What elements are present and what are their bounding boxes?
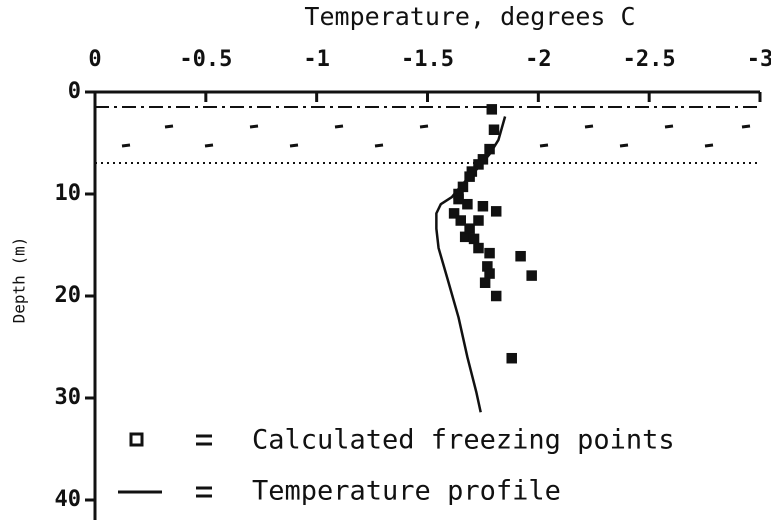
data-point — [448, 208, 460, 219]
data-point — [473, 215, 484, 226]
legend — [118, 432, 212, 498]
x-tick-label: 0 — [88, 47, 101, 72]
x-tick-label: -2 — [525, 47, 552, 72]
data-point — [484, 268, 495, 279]
data-point — [488, 124, 500, 135]
data-point — [455, 215, 466, 226]
data-point — [506, 352, 517, 364]
data-point — [490, 290, 502, 302]
x-tick-label: -3 — [747, 47, 771, 72]
ice-layer — [95, 106, 760, 164]
x-tick-label: -2.5 — [623, 47, 676, 72]
chart-title: Temperature, degrees C — [304, 2, 635, 31]
data-point — [484, 247, 495, 259]
data-point — [453, 193, 464, 205]
ice-hatch — [121, 124, 751, 148]
legend-marker — [129, 432, 144, 447]
data-point — [462, 198, 473, 210]
data-point — [479, 277, 491, 288]
x-tick-label: -1.5 — [401, 47, 454, 72]
data-point — [526, 270, 537, 281]
y-tick-label: 0 — [68, 79, 81, 104]
data-point — [486, 104, 498, 115]
y-tick-label: 20 — [55, 283, 82, 308]
legend-label: Temperature profile — [252, 476, 561, 507]
x-tick-label: -0.5 — [179, 47, 232, 72]
data-point — [473, 242, 484, 254]
x-tick-label: -1 — [303, 47, 330, 72]
data-point — [468, 233, 480, 245]
data-point — [515, 250, 526, 262]
data-point — [477, 200, 489, 212]
y-tick-label: 10 — [55, 181, 82, 206]
y-tick-label: 30 — [55, 385, 82, 410]
data-point — [459, 231, 471, 243]
legend-label: Calculated freezing points — [252, 425, 675, 456]
y-axis-label: Depth (m) — [10, 237, 29, 324]
data-point — [490, 206, 502, 217]
temperature-line — [435, 116, 507, 413]
y-tick-label: 40 — [55, 487, 82, 512]
